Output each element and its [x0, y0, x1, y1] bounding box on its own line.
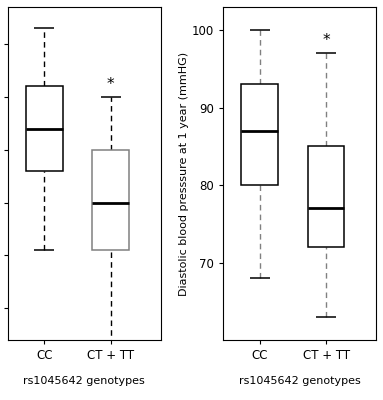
Bar: [308, 146, 344, 247]
Text: *: *: [107, 77, 115, 92]
Bar: [26, 86, 62, 171]
Bar: [92, 150, 129, 250]
Y-axis label: Diastolic blood presssure at 1 year (mmHG): Diastolic blood presssure at 1 year (mmH…: [179, 52, 189, 296]
X-axis label: rs1045642 genotypes: rs1045642 genotypes: [239, 376, 360, 386]
Text: *: *: [322, 34, 330, 48]
Bar: [241, 84, 278, 185]
X-axis label: rs1045642 genotypes: rs1045642 genotypes: [23, 376, 145, 386]
